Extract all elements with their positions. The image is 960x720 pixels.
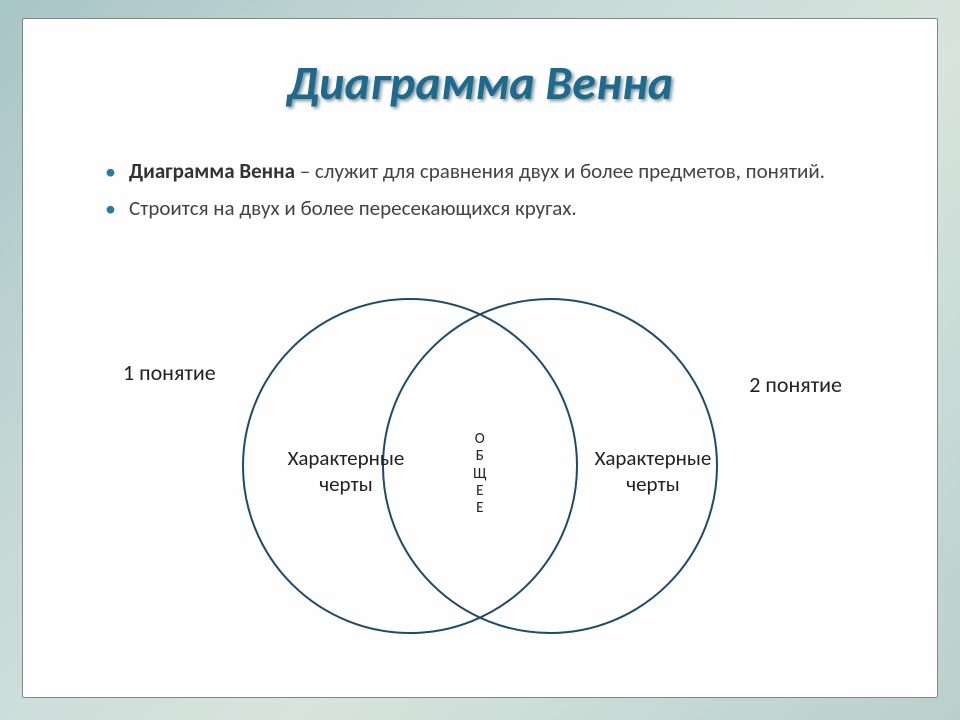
- slide-title: Диаграмма Венна: [23, 53, 937, 112]
- bullet-text: – служит для сравнения двух и более пред…: [295, 158, 825, 184]
- bullet-text: Строится на двух и более пересекающихся …: [129, 195, 577, 221]
- label-intersection: ОБЩЕЕ: [23, 431, 937, 517]
- bullet-item: Диаграмма Венна – служит для сравнения д…: [101, 155, 897, 188]
- bullet-bold: Диаграмма Венна: [129, 158, 295, 184]
- content-panel: Диаграмма Венна Диаграмма Венна – служит…: [22, 18, 938, 698]
- bullet-list: Диаграмма Венна – служит для сравнения д…: [101, 155, 897, 228]
- bullet-item: Строится на двух и более пересекающихся …: [101, 192, 897, 225]
- label-concept-1: 1 понятие: [123, 359, 216, 386]
- venn-diagram: 1 понятие 2 понятие Характерные черты Ха…: [23, 251, 937, 697]
- label-concept-2: 2 понятие: [749, 371, 842, 398]
